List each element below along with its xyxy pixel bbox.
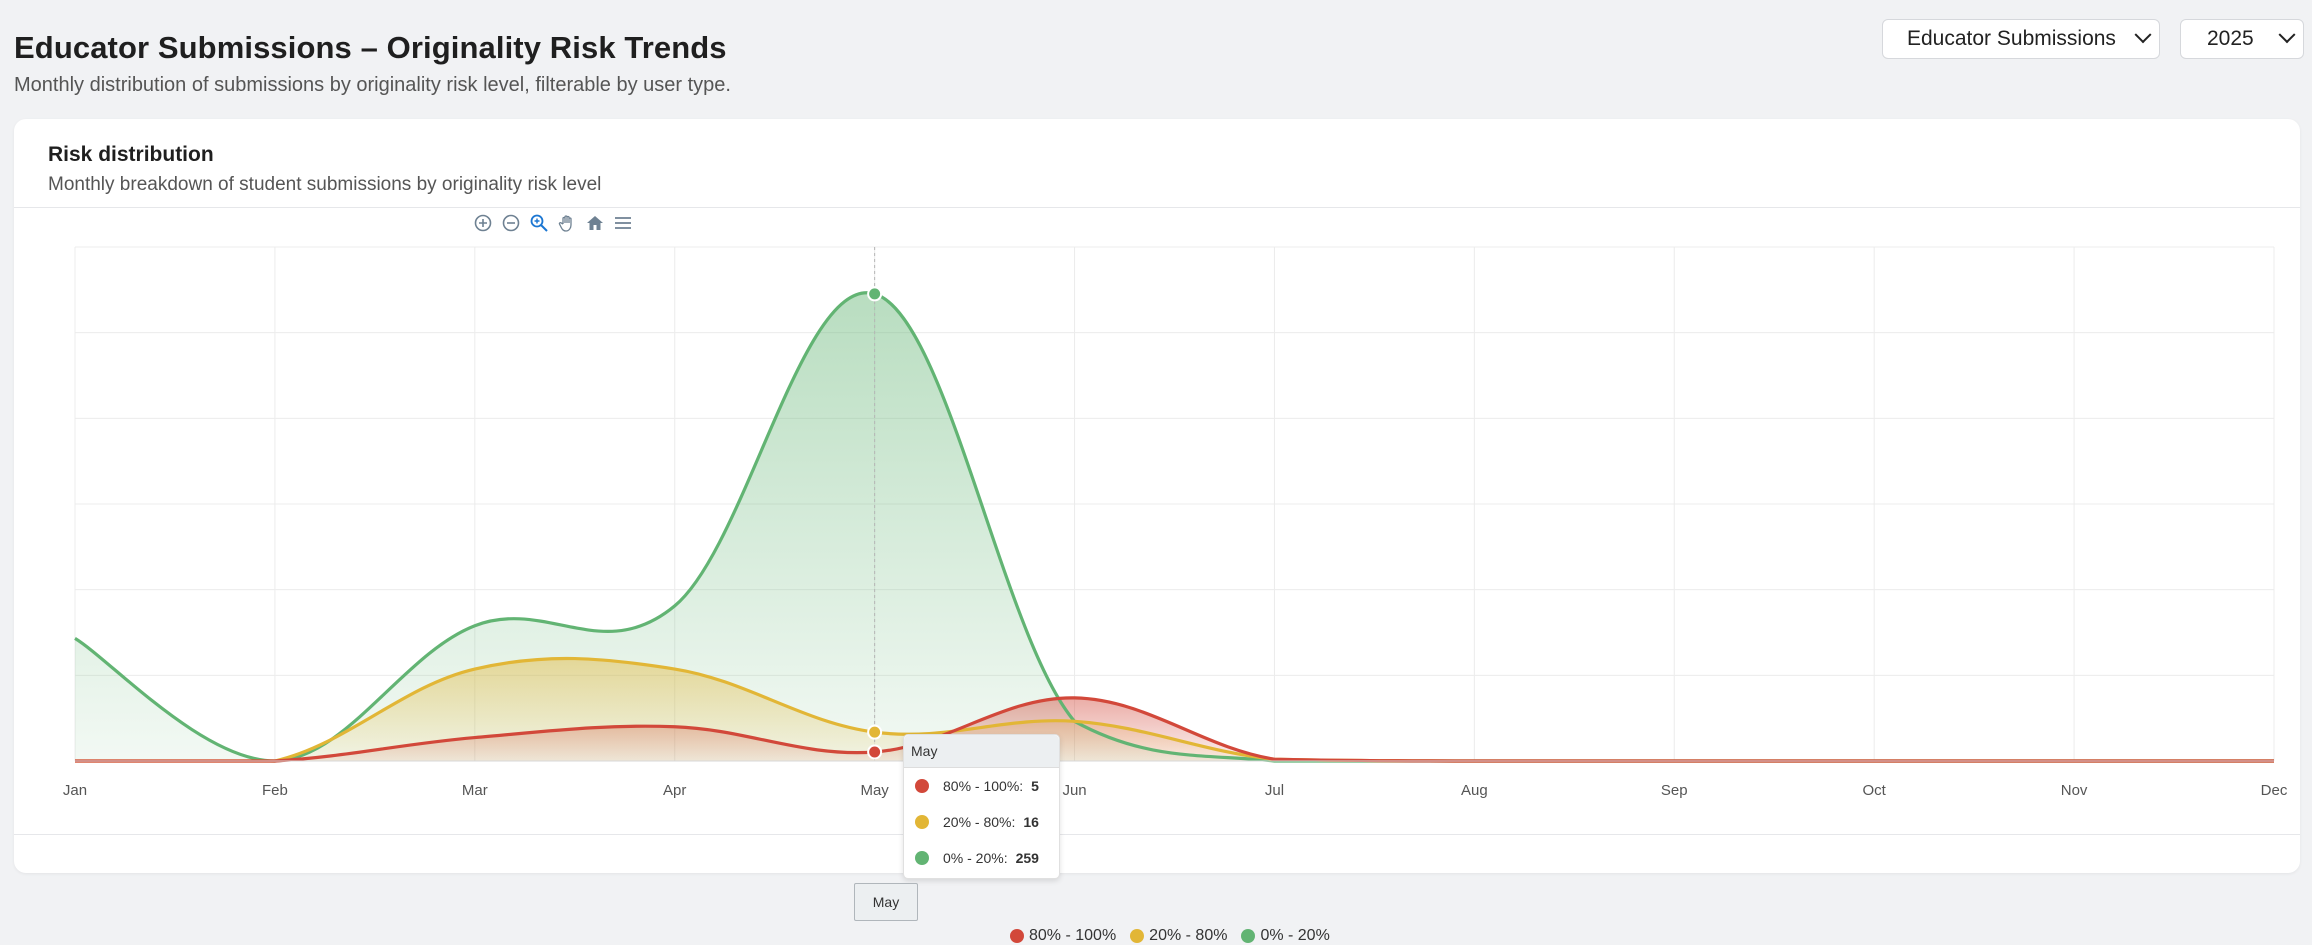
x-tick-label: May bbox=[860, 782, 889, 799]
series-area-0 bbox=[75, 697, 2274, 761]
chart-tooltip: May 80% - 100%: 5 20% - 80%: 16 0% - 20%… bbox=[903, 734, 1060, 879]
x-tick-label: Sep bbox=[1661, 782, 1688, 799]
legend-marker-icon bbox=[1010, 929, 1024, 943]
x-tick-label: Dec bbox=[2261, 782, 2288, 799]
tooltip-label: 20% - 80%: bbox=[943, 814, 1016, 830]
x-tick-label: Feb bbox=[262, 782, 288, 799]
zoom-in-icon[interactable] bbox=[472, 212, 494, 234]
series-marker-icon bbox=[915, 779, 929, 793]
legend-item-low-risk[interactable]: 0% - 20% bbox=[1241, 927, 1330, 945]
data-point-marker bbox=[867, 744, 883, 760]
data-point-marker bbox=[867, 724, 883, 740]
page-subtitle: Monthly distribution of submissions by o… bbox=[14, 74, 731, 96]
card-header: Risk distribution Monthly breakdown of s… bbox=[48, 143, 601, 196]
x-tick-label: Jul bbox=[1265, 782, 1284, 799]
legend-item-high-risk[interactable]: 80% - 100% bbox=[1010, 927, 1116, 945]
filters: Educator Submissions 2025 bbox=[1882, 19, 2304, 59]
crosshair-x-label: May bbox=[854, 883, 918, 921]
x-tick-label: Jan bbox=[63, 782, 87, 799]
tooltip-label: 80% - 100%: bbox=[943, 778, 1024, 794]
year-value: 2025 bbox=[2207, 27, 2254, 50]
series-area-2 bbox=[75, 292, 2274, 761]
zoom-out-icon[interactable] bbox=[500, 212, 522, 234]
tooltip-value: 5 bbox=[1031, 778, 1039, 794]
selection-zoom-icon[interactable] bbox=[528, 212, 550, 234]
legend-label: 0% - 20% bbox=[1260, 927, 1330, 944]
year-select[interactable]: 2025 bbox=[2180, 19, 2304, 59]
series-marker-icon bbox=[915, 815, 929, 829]
pan-hand-icon[interactable] bbox=[556, 212, 578, 234]
user-type-select[interactable]: Educator Submissions bbox=[1882, 19, 2160, 59]
card-divider bbox=[14, 207, 2300, 208]
x-tick-label: Jun bbox=[1062, 782, 1086, 799]
page-header: Educator Submissions – Originality Risk … bbox=[14, 30, 731, 97]
legend-marker-icon bbox=[1241, 929, 1256, 943]
card-title: Risk distribution bbox=[48, 143, 214, 166]
user-type-value: Educator Submissions bbox=[1907, 27, 2116, 50]
legend-marker-icon bbox=[1130, 929, 1145, 943]
x-tick-label: Apr bbox=[663, 782, 686, 799]
tooltip-label: 0% - 20%: bbox=[943, 850, 1008, 866]
menu-icon[interactable] bbox=[612, 212, 634, 234]
tooltip-value: 259 bbox=[1015, 850, 1039, 866]
data-point-marker bbox=[867, 286, 883, 302]
card-subtitle: Monthly breakdown of student submissions… bbox=[48, 174, 602, 195]
card-footer-divider bbox=[14, 834, 2300, 835]
tooltip-row: 80% - 100%: 5 bbox=[904, 768, 1059, 804]
x-tick-label: Mar bbox=[462, 782, 488, 799]
legend-label: 80% - 100% bbox=[1029, 927, 1117, 944]
x-tick-label: Aug bbox=[1461, 782, 1488, 799]
x-tick-label: Nov bbox=[2061, 782, 2088, 799]
risk-distribution-card: Risk distribution Monthly breakdown of s… bbox=[14, 119, 2300, 944]
home-reset-icon[interactable] bbox=[584, 212, 606, 234]
chevron-down-icon bbox=[2278, 26, 2296, 44]
tooltip-title: May bbox=[904, 735, 1059, 768]
tooltip-row: 0% - 20%: 259 bbox=[904, 840, 1059, 876]
legend-item-medium-risk[interactable]: 20% - 80% bbox=[1130, 927, 1227, 945]
risk-area-chart[interactable]: Jan Feb Mar Apr May Jun Jul Aug Sep Oct Nov Dec bbox=[14, 119, 2300, 873]
legend-label: 20% - 80% bbox=[1149, 927, 1228, 944]
tooltip-value: 16 bbox=[1023, 814, 1039, 830]
x-tick-label: Oct bbox=[1863, 782, 1887, 799]
page-title: Educator Submissions – Originality Risk … bbox=[14, 30, 727, 65]
chart-toolbar bbox=[472, 212, 634, 234]
chevron-down-icon bbox=[2134, 26, 2152, 44]
series-marker-icon bbox=[915, 851, 929, 865]
chart-legend: 80% - 100% 20% - 80% 0% - 20% bbox=[1010, 927, 1330, 945]
tooltip-row: 20% - 80%: 16 bbox=[904, 804, 1059, 840]
